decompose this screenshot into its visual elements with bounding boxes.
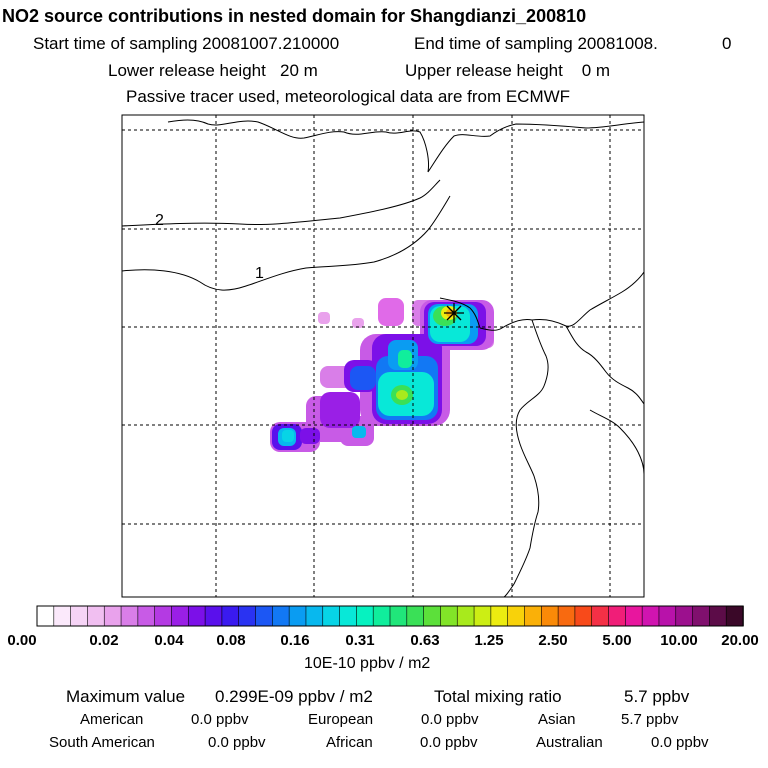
station-marker-icon	[444, 303, 464, 323]
region-name-american: American	[80, 711, 144, 728]
coast-south	[589, 409, 644, 475]
end-time-label: End time of sampling 20081008.	[414, 34, 658, 53]
region-name-european: European	[308, 711, 374, 728]
colorbar-cell	[187, 605, 206, 627]
border-north	[167, 119, 644, 173]
start-time-label: Start time of sampling 20081007.210000	[33, 34, 340, 53]
total-mixing-value: 5.7 ppbv	[624, 687, 690, 706]
colorbar-tick: 0.00	[7, 632, 37, 649]
colorbar-cell	[255, 605, 274, 627]
colorbar-cell	[625, 605, 643, 627]
colorbar-cell	[87, 605, 106, 627]
contour-label-2: 2	[155, 212, 164, 229]
coast-bay	[503, 319, 549, 597]
colorbar-cell	[725, 605, 744, 627]
contour-lines	[122, 179, 451, 291]
colorbar-cell	[389, 605, 408, 627]
total-mixing-label: Total mixing ratio	[434, 687, 562, 706]
colorbar-cell	[339, 605, 358, 627]
colorbar-cell	[322, 605, 341, 627]
colorbar-cell	[305, 605, 324, 627]
colorbar-tick: 0.08	[216, 632, 246, 649]
colorbar-tick: 0.16	[280, 632, 310, 649]
colorbar-cell	[120, 605, 139, 627]
colorbar-cell	[709, 605, 727, 627]
colorbar-cell	[507, 605, 526, 627]
colorbar-cell	[608, 605, 627, 627]
colorbar-cell	[171, 605, 190, 627]
colorbar-cell	[440, 605, 459, 627]
colorbar-tick: 0.63	[410, 632, 440, 649]
region-value-asian: 5.7 ppbv	[621, 711, 679, 728]
colorbar-cell	[540, 605, 559, 627]
contour-line-1	[122, 195, 451, 291]
upper-release-height: Upper release height 0 m	[405, 61, 611, 80]
colorbar-cell	[692, 605, 711, 627]
colorbar-cell	[423, 605, 442, 627]
colorbar-cell	[406, 605, 425, 627]
colorbar	[36, 605, 744, 627]
map-grid	[122, 115, 644, 597]
region-value-european: 0.0 ppbv	[421, 711, 479, 728]
region-name-asian: Asian	[538, 711, 576, 728]
colorbar-tick: 5.00	[602, 632, 632, 649]
region-value-australian: 0.0 ppbv	[651, 734, 709, 751]
max-value-label: Maximum value	[66, 687, 186, 706]
colorbar-tick: 0.02	[89, 632, 119, 649]
colorbar-cell	[204, 605, 223, 627]
colorbar-cell	[103, 605, 122, 627]
tracer-note: Passive tracer used, meteorological data…	[126, 87, 571, 106]
coast-east	[479, 271, 644, 331]
map-frame	[121, 114, 645, 598]
colorbar-cell	[154, 605, 173, 627]
colorbar-cell	[524, 605, 543, 627]
colorbar-cell	[675, 605, 694, 627]
colorbar-cell	[658, 605, 677, 627]
colorbar-cell	[456, 605, 475, 627]
colorbar-cell	[473, 605, 492, 627]
colorbar-cell	[238, 605, 257, 627]
colorbar-frame	[36, 605, 744, 627]
colorbar-cell	[70, 605, 89, 627]
colorbar-tick: 0.31	[345, 632, 375, 649]
region-name-australian: Australian	[536, 734, 603, 751]
colorbar-cell	[372, 605, 391, 627]
colorbar-cell	[356, 605, 374, 627]
colorbar-tick: 20.00	[721, 632, 759, 649]
map-area	[122, 115, 644, 597]
plume-green-yellow	[391, 306, 457, 405]
colorbar-cell	[557, 605, 576, 627]
colorbar-units: 10E-10 ppbv / m2	[304, 655, 431, 672]
max-value: 0.299E-09 ppbv / m2	[215, 687, 373, 706]
colorbar-cell	[36, 605, 55, 627]
coastlines	[167, 119, 644, 597]
colorbar-cell	[53, 605, 72, 627]
border-west	[439, 297, 481, 329]
colorbar-cell	[574, 605, 593, 627]
colorbar-cell	[288, 605, 307, 627]
colorbar-cell	[591, 605, 610, 627]
lower-release-height: Lower release height 20 m	[108, 61, 318, 80]
region-name-african: African	[326, 734, 373, 751]
region-name-south-american: South American	[49, 734, 155, 751]
colorbar-tick: 0.04	[154, 632, 184, 649]
colorbar-tick: 1.25	[474, 632, 504, 649]
plot-title: NO2 source contributions in nested domai…	[2, 6, 587, 26]
region-value-south-american: 0.0 ppbv	[208, 734, 266, 751]
colorbar-tick: 10.00	[660, 632, 698, 649]
colorbar-cell	[641, 605, 660, 627]
colorbar-cell	[221, 605, 240, 627]
colorbar-cell	[137, 605, 156, 627]
region-value-american: 0.0 ppbv	[191, 711, 249, 728]
colorbar-cell	[272, 605, 290, 627]
contour-line-2	[122, 179, 441, 227]
region-value-african: 0.0 ppbv	[420, 734, 478, 751]
end-time-suffix: 0	[722, 34, 732, 53]
colorbar-tick: 2.50	[538, 632, 568, 649]
colorbar-cell	[490, 605, 509, 627]
coast-peninsula	[565, 325, 644, 405]
contour-label-1: 1	[255, 265, 264, 282]
